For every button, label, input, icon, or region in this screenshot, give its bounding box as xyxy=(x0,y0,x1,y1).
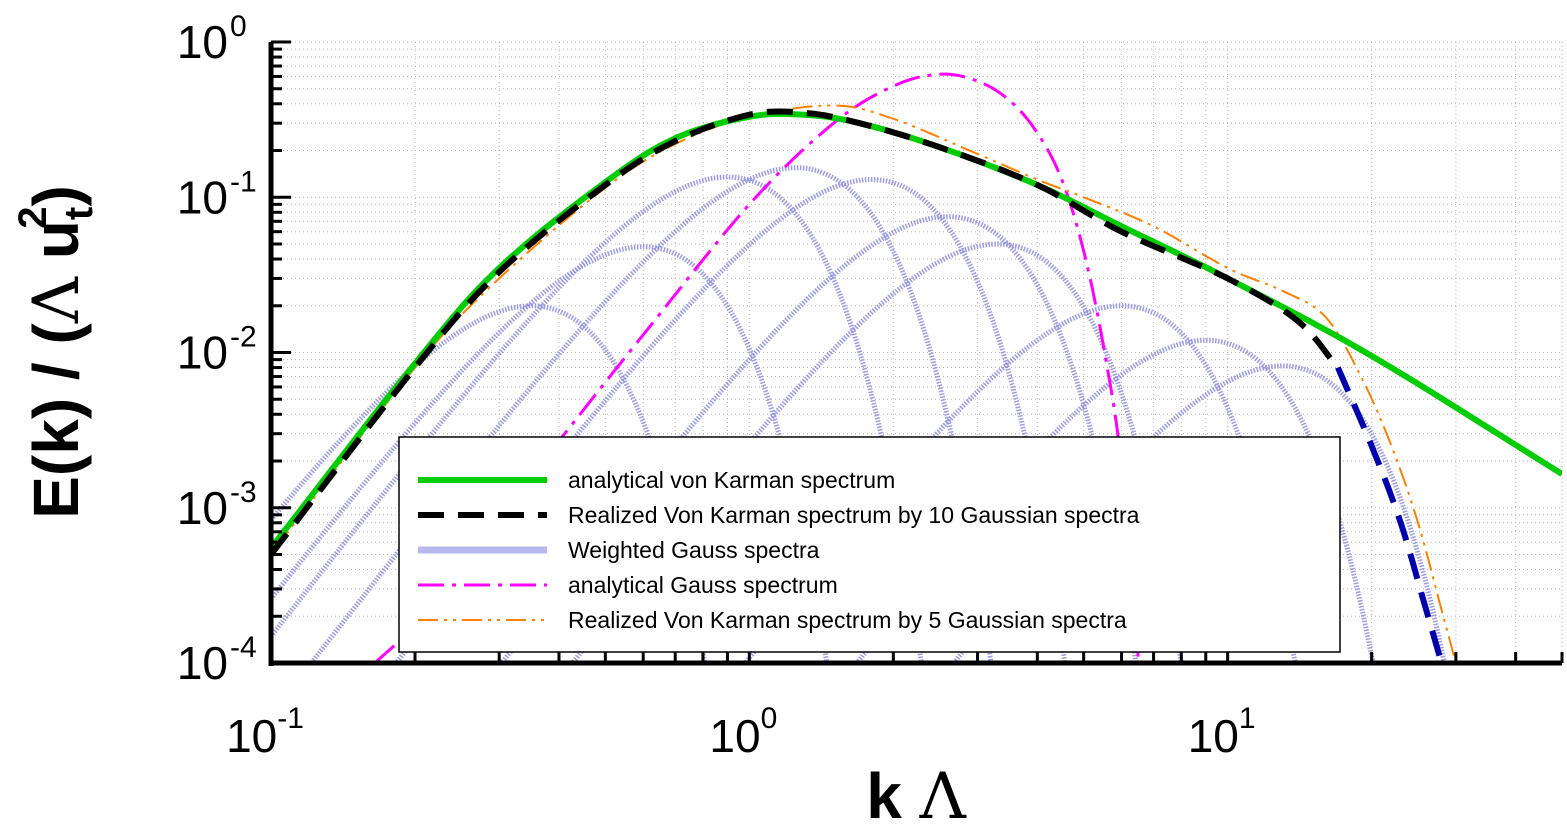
weighted-gauss-curve xyxy=(271,244,830,663)
legend-label-vk10: Realized Von Karman spectrum by 10 Gauss… xyxy=(568,502,1140,528)
x-tick-label: 100 xyxy=(709,702,777,762)
legend-box xyxy=(398,436,1341,653)
y-tick-label: 10 xyxy=(177,327,228,379)
y-tick-exponent: -1 xyxy=(230,165,257,198)
legend-label-ag: analytical Gauss spectrum xyxy=(568,572,838,598)
y-tick-exponent: -4 xyxy=(230,631,257,664)
y-tick-label: 10 xyxy=(177,482,228,534)
y-tick-exponent: -3 xyxy=(230,476,257,509)
x-tick-label: 10-1 xyxy=(226,702,304,762)
weighted-gauss-curve xyxy=(271,174,924,663)
y-tick-label: 10 xyxy=(177,16,228,68)
vk10-curve-tail xyxy=(1335,366,1445,663)
legend-label-vk5: Realized Von Karman spectrum by 5 Gaussi… xyxy=(568,607,1127,633)
vk5-curve xyxy=(271,104,1457,663)
x-tick-label: 101 xyxy=(1188,702,1256,762)
x-axis-title: k Λ xyxy=(866,760,966,825)
weighted-gauss-curve xyxy=(853,337,1376,663)
y-tick-exponent: -2 xyxy=(230,321,257,354)
y-tick-label: 10 xyxy=(177,171,228,223)
legend: analytical von Karman spectrum Realized V… xyxy=(398,436,1341,653)
y-tick-label: 10 xyxy=(177,637,228,689)
weighted-gauss-curve xyxy=(393,177,1068,663)
weighted-gauss-curve xyxy=(569,241,1184,663)
legend-label-wg: Weighted Gauss spectra xyxy=(568,537,820,563)
legend-label-vk: analytical von Karman spectrum xyxy=(568,467,895,493)
y-axis-title: E(k) / (Λ ut2) xyxy=(11,185,101,519)
weighted-gauss-curve xyxy=(742,303,1298,663)
weighted-gauss-curve xyxy=(308,165,994,663)
weighted-gauss-curve xyxy=(498,214,1139,663)
vk10-curve xyxy=(271,108,1341,557)
y-tick-exponent: 0 xyxy=(230,10,247,43)
